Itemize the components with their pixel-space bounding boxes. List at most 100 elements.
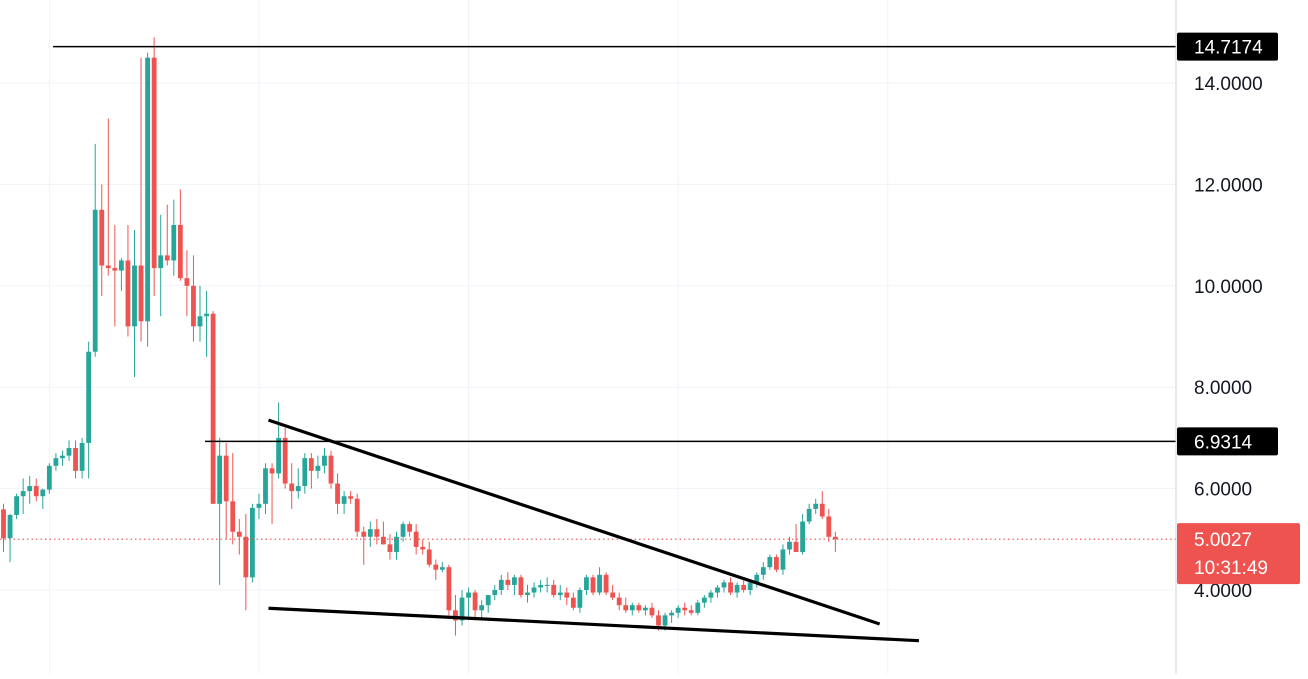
candle-body	[708, 592, 714, 598]
candle-body	[119, 260, 124, 271]
candle-body	[688, 610, 694, 613]
candle-body	[806, 508, 812, 522]
candle-body	[800, 521, 805, 552]
candle-body	[99, 209, 105, 266]
candle-body	[760, 567, 766, 575]
candle-body	[826, 516, 832, 537]
candle-body	[538, 584, 543, 588]
candle-body	[263, 468, 268, 504]
candle-body	[177, 224, 183, 279]
candle-body	[682, 607, 688, 611]
candle-body	[505, 579, 511, 585]
candle-body	[616, 597, 622, 606]
candle-body	[256, 503, 262, 508]
current-price-label: 5.0027	[1194, 530, 1252, 551]
candle-body	[629, 605, 635, 611]
candle-body	[315, 465, 321, 471]
candle-body	[145, 57, 150, 322]
candle-body	[191, 285, 196, 327]
candle-body	[446, 567, 452, 611]
candle-body	[40, 489, 46, 497]
candle-body	[112, 268, 118, 271]
candle-body	[184, 278, 190, 286]
candle-body	[453, 610, 458, 621]
candle-body	[400, 524, 406, 537]
price-tick-label: 14.0000	[1194, 74, 1263, 95]
candle-body	[669, 612, 674, 616]
candle-body	[656, 615, 661, 626]
candle-body	[557, 592, 563, 596]
candle-body	[20, 491, 26, 497]
candle-body	[433, 564, 439, 570]
candle-body	[7, 514, 13, 539]
candle-body	[767, 557, 773, 568]
candle-body	[701, 597, 707, 603]
candle-body	[289, 483, 295, 492]
candle-body	[570, 597, 576, 608]
candle-body	[407, 524, 412, 532]
candle-body	[341, 496, 347, 504]
candle-body	[531, 587, 537, 593]
candle-body	[643, 607, 648, 611]
candle-body	[138, 265, 144, 322]
trendline-lower[interactable]	[268, 606, 920, 643]
candle-body	[577, 590, 583, 608]
candle-body	[590, 577, 596, 593]
candle-body	[813, 503, 819, 509]
candle-body	[734, 584, 740, 593]
candle-body	[86, 351, 92, 443]
candle-body	[780, 549, 786, 570]
price-tick-label: 8.0000	[1194, 378, 1252, 399]
level-price-label: 6.9314	[1194, 432, 1253, 453]
candle-body	[721, 582, 727, 588]
candle-body	[747, 582, 753, 590]
candle-body	[649, 607, 655, 616]
candle-body	[282, 437, 288, 484]
candle-body	[302, 458, 308, 487]
candle-body	[322, 455, 327, 466]
candle-body	[204, 313, 209, 317]
trendline-upper[interactable]	[267, 418, 881, 626]
candle-body	[525, 592, 530, 596]
candle-body	[92, 209, 98, 352]
candle-body	[498, 579, 504, 590]
candle-body	[754, 574, 760, 583]
candle-body	[60, 455, 65, 459]
candle-body	[381, 536, 386, 545]
level-price-tag[interactable]	[1177, 32, 1278, 61]
candle-body	[420, 546, 426, 550]
current-price-tag[interactable]	[1177, 523, 1300, 585]
candle-body	[472, 592, 478, 611]
candle-body	[66, 448, 72, 456]
candle-body	[518, 577, 524, 596]
candle-body	[413, 531, 419, 547]
candle-body	[354, 498, 360, 532]
candle-body	[125, 260, 131, 327]
candle-body	[33, 486, 39, 497]
candle-body	[597, 574, 602, 593]
candle-body	[466, 592, 471, 598]
candle-body	[774, 557, 779, 570]
candle-body	[394, 536, 399, 552]
candle-body	[27, 486, 33, 492]
candle-body	[230, 501, 236, 532]
candle-body	[164, 255, 170, 261]
candle-body	[819, 503, 825, 517]
candle-body	[787, 541, 792, 550]
candle-body	[269, 468, 275, 474]
candle-body	[73, 448, 78, 471]
price-axis[interactable]: 4.0000 6.0000 8.0000 10.0000 12.0000 14.0000 1…	[1175, 0, 1300, 674]
candle-body	[158, 255, 164, 269]
candle-body	[243, 536, 249, 578]
candle-body	[210, 313, 216, 504]
candle-body	[1, 509, 6, 539]
candle-body	[374, 529, 380, 537]
candle-body	[603, 574, 609, 593]
price-tick-label: 4.0000	[1194, 581, 1252, 602]
candle-body	[236, 531, 242, 537]
drawings[interactable]	[0, 45, 1176, 643]
candle-body	[459, 597, 465, 621]
level-price-tag[interactable]	[1177, 427, 1278, 456]
